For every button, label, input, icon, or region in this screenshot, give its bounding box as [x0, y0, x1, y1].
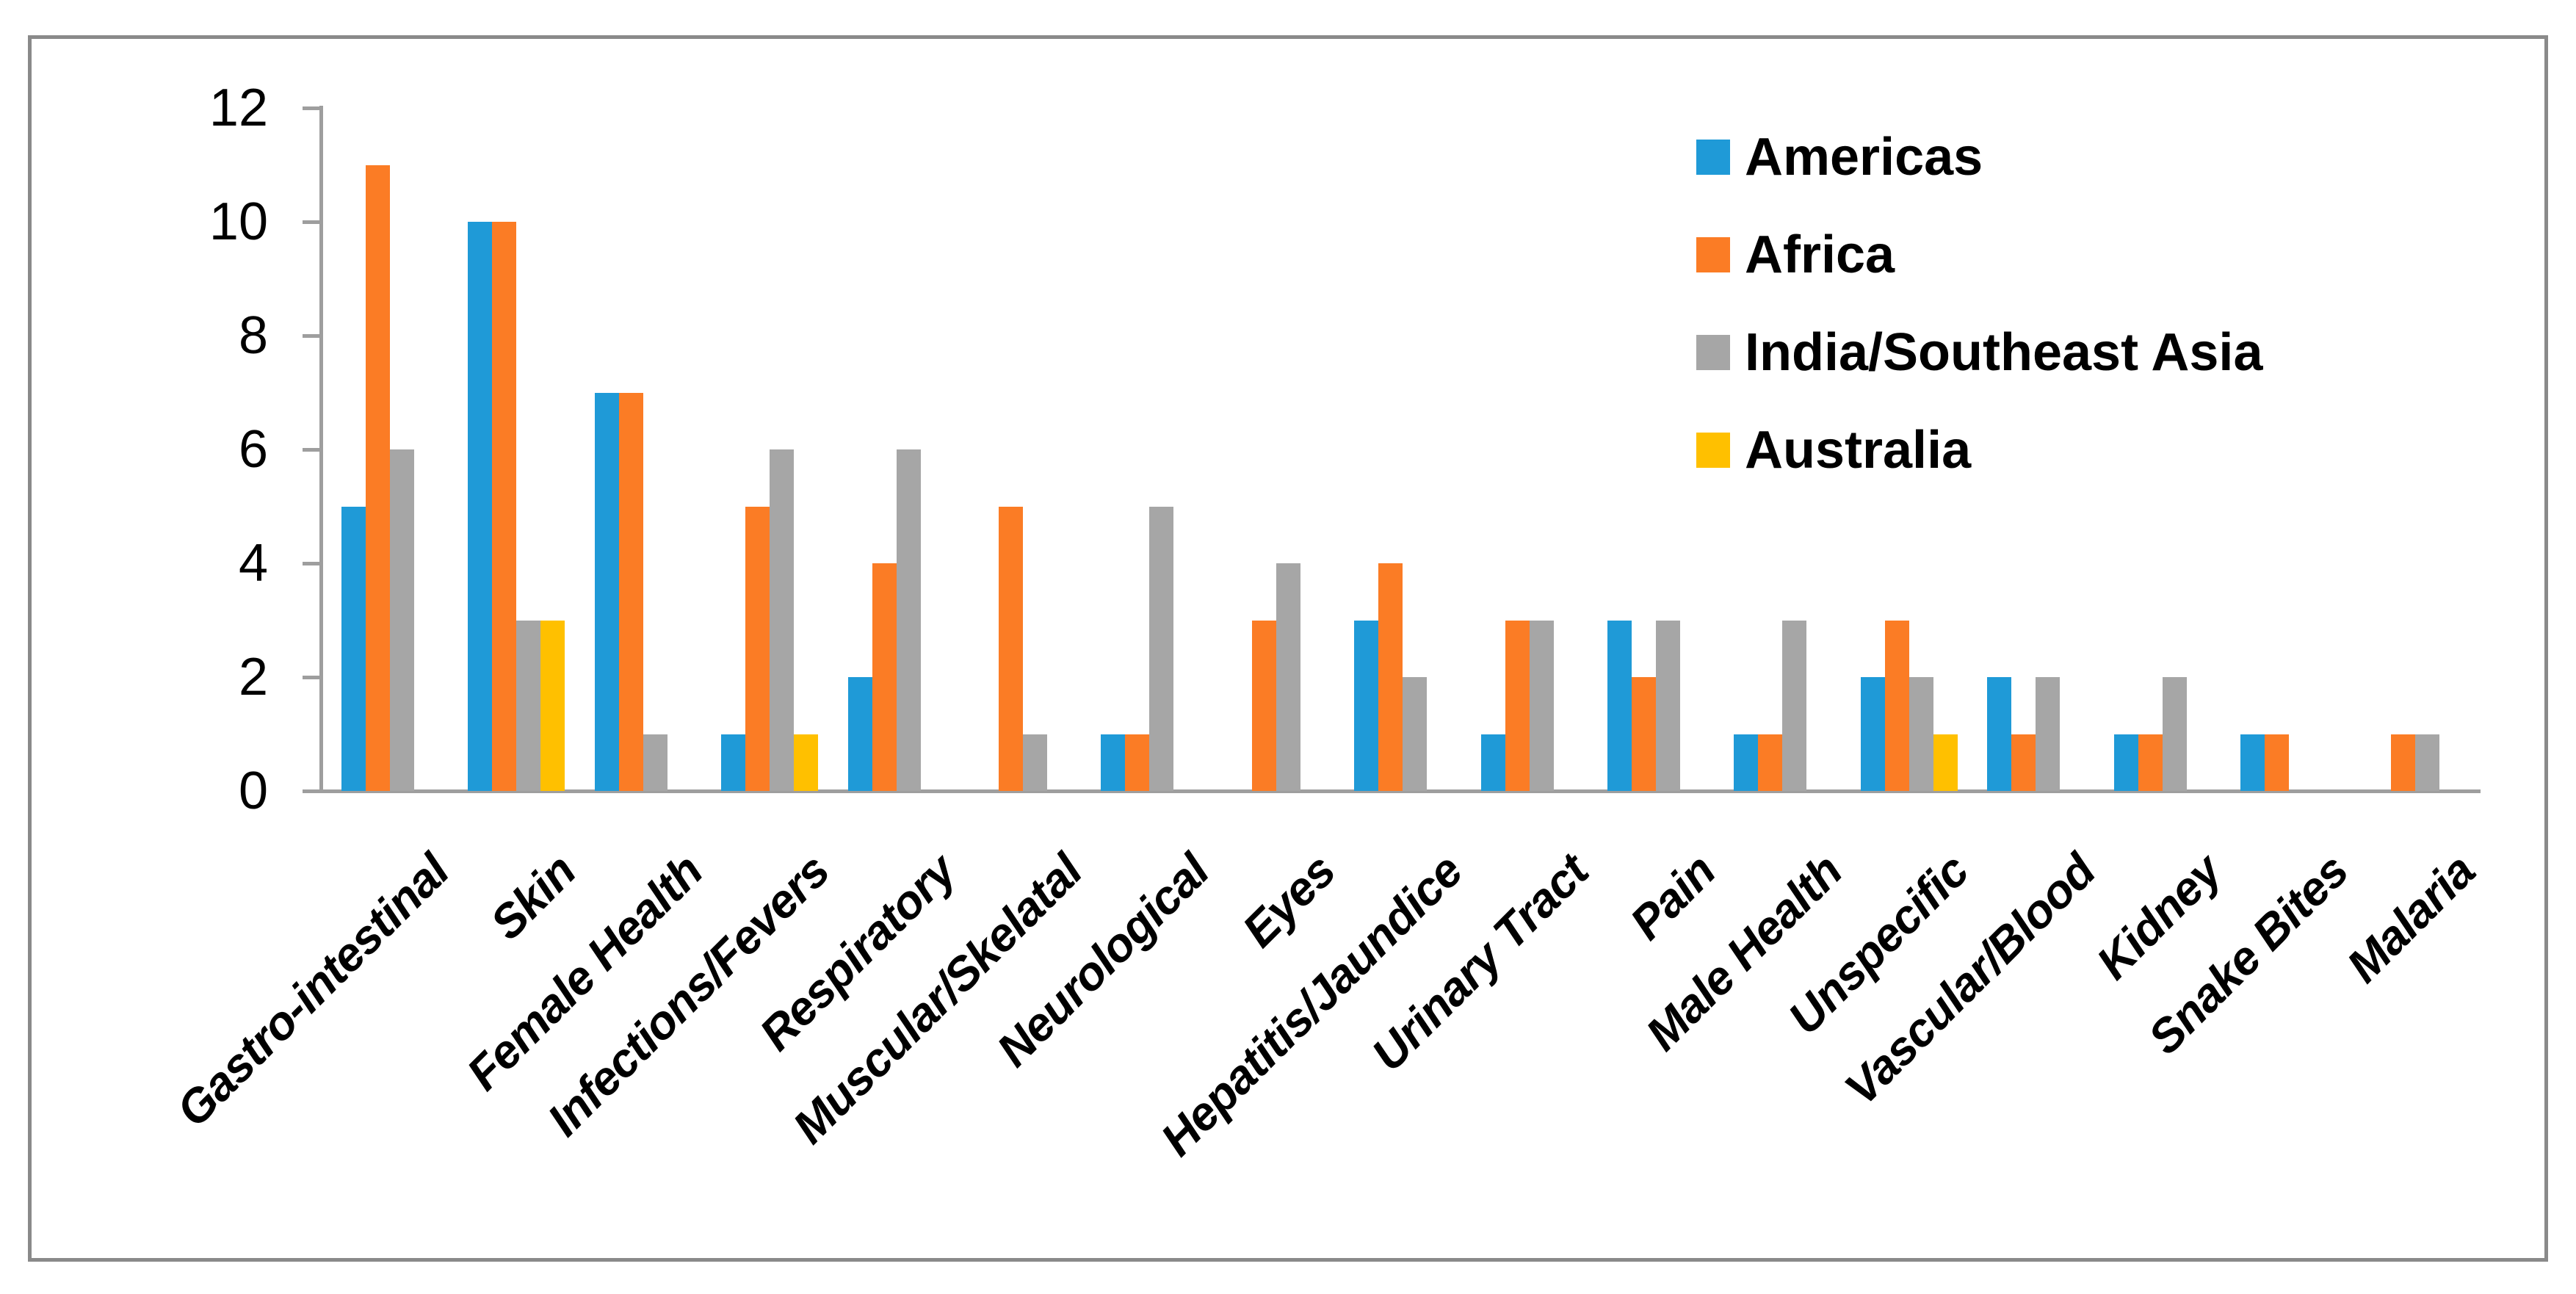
- bar-india-southeast-asia-neurological: [1149, 506, 1174, 791]
- legend-swatch-africa: [1696, 237, 1730, 272]
- bar-australia-infections-fevers: [794, 734, 819, 791]
- bar-india-southeast-asia-infections-fevers: [770, 449, 795, 791]
- bar-americas-neurological: [1101, 734, 1126, 791]
- bar-americas-vascular-blood: [1987, 677, 2012, 791]
- bar-india-southeast-asia-hepatitis-jaundice: [1403, 677, 1428, 791]
- bar-africa-snake-bites: [2265, 734, 2289, 791]
- legend-label-africa: Africa: [1745, 225, 1895, 284]
- bar-australia-skin: [540, 620, 565, 791]
- bar-americas-unspecific: [1860, 677, 1885, 791]
- bar-americas-pain: [1607, 620, 1632, 791]
- y-tick-label-10: 10: [209, 192, 268, 251]
- legend-label-india-southeast-asia: India/Southeast Asia: [1745, 323, 2263, 382]
- y-tick-12: [303, 106, 319, 110]
- bar-africa-urinary-tract: [1505, 620, 1530, 791]
- legend-label-australia: Australia: [1745, 421, 1972, 480]
- legend-swatch-americas: [1696, 140, 1730, 175]
- x-axis-line: [303, 789, 2481, 793]
- y-tick-2: [303, 676, 319, 679]
- bar-india-southeast-asia-skin: [516, 620, 541, 791]
- bar-india-southeast-asia-unspecific: [1909, 677, 1933, 791]
- bar-india-southeast-asia-malaria: [2415, 734, 2440, 791]
- bar-africa-unspecific: [1884, 620, 1909, 791]
- y-tick-8: [303, 334, 319, 338]
- bar-africa-infections-fevers: [745, 506, 770, 791]
- bar-india-southeast-asia-eyes: [1276, 563, 1300, 791]
- bar-africa-respiratory: [872, 563, 897, 791]
- y-tick-label-8: 8: [238, 306, 268, 365]
- bar-africa-muscular-skelatal: [999, 506, 1023, 791]
- bar-americas-male-health: [1734, 734, 1759, 791]
- bar-australia-unspecific: [1933, 734, 1958, 791]
- y-tick-label-2: 2: [238, 648, 268, 706]
- bar-africa-vascular-blood: [2011, 734, 2036, 791]
- bar-india-southeast-asia-male-health: [1782, 620, 1807, 791]
- y-tick-label-0: 0: [238, 762, 268, 820]
- bar-africa-gastro-intestinal: [366, 165, 390, 791]
- y-tick-label-6: 6: [238, 420, 268, 479]
- bar-india-southeast-asia-respiratory: [896, 449, 921, 791]
- bar-americas-hepatitis-jaundice: [1354, 620, 1379, 791]
- bar-india-southeast-asia-muscular-skelatal: [1023, 734, 1047, 791]
- bar-africa-neurological: [1125, 734, 1150, 791]
- bar-americas-infections-fevers: [721, 734, 746, 791]
- y-tick-label-12: 12: [209, 79, 268, 137]
- bar-africa-eyes: [1251, 620, 1276, 791]
- bar-india-southeast-asia-gastro-intestinal: [390, 449, 414, 791]
- bar-africa-female-health: [618, 392, 643, 791]
- bar-africa-male-health: [1758, 734, 1783, 791]
- legend-swatch-australia: [1696, 433, 1730, 468]
- bar-africa-malaria: [2391, 734, 2416, 791]
- bar-india-southeast-asia-vascular-blood: [2036, 677, 2061, 791]
- bar-americas-gastro-intestinal: [341, 506, 366, 791]
- bar-india-southeast-asia-urinary-tract: [1529, 620, 1554, 791]
- legend-label-americas: Americas: [1745, 128, 1983, 187]
- bar-india-southeast-asia-pain: [1656, 620, 1680, 791]
- bar-americas-respiratory: [847, 677, 872, 791]
- y-tick-6: [303, 448, 319, 452]
- bar-africa-pain: [1632, 677, 1656, 791]
- bar-india-southeast-asia-kidney: [2162, 677, 2187, 791]
- bar-americas-kidney: [2113, 734, 2138, 791]
- bar-americas-urinary-tract: [1480, 734, 1505, 791]
- y-tick-label-4: 4: [238, 534, 268, 593]
- bar-americas-snake-bites: [2240, 734, 2265, 791]
- y-tick-10: [303, 220, 319, 224]
- bar-americas-skin: [468, 222, 493, 791]
- bar-africa-skin: [492, 222, 517, 791]
- bar-africa-kidney: [2138, 734, 2163, 791]
- bar-africa-hepatitis-jaundice: [1378, 563, 1403, 791]
- legend-swatch-india-southeast-asia: [1696, 335, 1730, 370]
- y-tick-4: [303, 562, 319, 565]
- bar-india-southeast-asia-female-health: [643, 734, 667, 791]
- bar-americas-female-health: [594, 392, 619, 791]
- y-axis-line: [319, 106, 323, 793]
